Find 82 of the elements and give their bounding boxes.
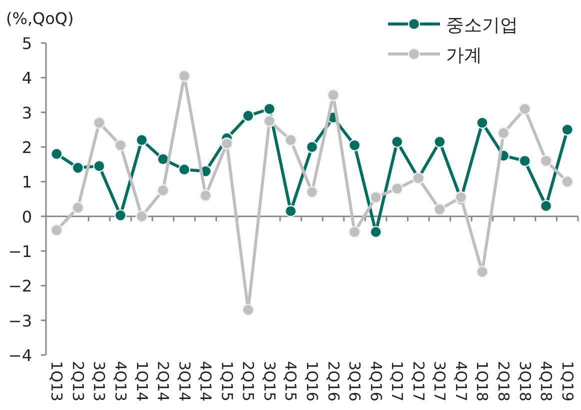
point: [518, 154, 531, 167]
x-tick-label: 4Q16: [366, 361, 385, 402]
x-tick-label: 1Q13: [48, 361, 66, 402]
point: [540, 154, 552, 167]
point: [114, 209, 127, 222]
x-tick-label: 3Q16: [346, 361, 364, 402]
point: [72, 202, 84, 214]
point: [50, 148, 63, 160]
point: [306, 186, 318, 198]
point: [370, 191, 382, 204]
point: [391, 136, 404, 148]
y-tick-label: −2: [8, 276, 32, 296]
legend-item: 가계: [388, 45, 482, 66]
point: [540, 200, 552, 212]
point: [284, 205, 297, 218]
x-tick-label: 2Q17: [409, 361, 428, 402]
point: [156, 153, 170, 166]
x-tick-label: 2Q14: [154, 361, 172, 402]
point: [156, 184, 170, 196]
point: [178, 163, 190, 176]
y-tick-label: 3: [22, 103, 32, 122]
y-tick-label: −3: [8, 311, 32, 330]
x-tick-label: 1Q17: [388, 361, 406, 402]
point: [476, 116, 488, 129]
y-tick-label: −1: [8, 242, 32, 261]
point: [306, 140, 318, 154]
x-tick-label: 4Q17: [452, 361, 470, 402]
legend-item: 중소기업: [388, 15, 518, 36]
x-tick-label: 3Q14: [175, 361, 194, 402]
y-tick-label: 1: [22, 172, 32, 192]
point: [561, 176, 574, 188]
point: [476, 266, 488, 278]
point: [518, 102, 531, 115]
y-axis-title: (%,QoQ): [6, 9, 74, 28]
point: [348, 139, 361, 152]
point: [561, 124, 574, 136]
y-tick-label: 2: [22, 138, 32, 157]
point: [242, 304, 254, 316]
legend-label: 중소기업: [446, 15, 518, 36]
y-tick-label: 4: [22, 68, 32, 88]
point: [434, 203, 446, 216]
point: [370, 226, 382, 238]
point: [391, 182, 404, 195]
point: [136, 210, 148, 222]
x-tick-label: 4Q14: [196, 361, 215, 402]
x-tick-label: 3Q18: [516, 361, 534, 402]
point: [220, 137, 233, 150]
point: [263, 102, 276, 115]
point: [200, 189, 212, 202]
x-tick-label: 4Q18: [537, 361, 556, 402]
x-tick-label: 1Q18: [473, 361, 492, 402]
point: [136, 134, 148, 146]
x-tick-label: 1Q19: [558, 361, 576, 402]
y-tick-label: −4: [8, 346, 32, 365]
x-tick-label: 1Q15: [218, 361, 236, 402]
point: [242, 110, 254, 122]
point: [263, 114, 276, 128]
x-tick-label: 3Q17: [430, 361, 449, 402]
point: [348, 226, 361, 238]
x-tick-label: 2Q16: [324, 361, 342, 402]
x-tick-label: 2Q15: [239, 361, 258, 402]
point: [50, 224, 63, 236]
point: [178, 70, 190, 82]
x-tick-label: 3Q15: [260, 361, 278, 402]
x-tick-label: 4Q15: [282, 361, 300, 402]
point: [284, 134, 297, 146]
x-tick-label: 3Q13: [90, 361, 108, 402]
x-tick-label: 1Q14: [132, 361, 151, 402]
point: [93, 160, 106, 172]
x-tick-label: 2Q13: [68, 361, 87, 402]
x-tick-label: 1Q16: [303, 361, 321, 402]
point: [93, 116, 106, 129]
point: [72, 162, 84, 174]
y-tick-label: 0: [22, 207, 32, 226]
point: [434, 136, 446, 148]
point: [497, 127, 510, 140]
x-tick-label: 2Q18: [494, 361, 513, 402]
y-tick-label: 5: [22, 34, 32, 53]
point: [114, 139, 127, 152]
x-tick-label: 4Q13: [111, 361, 130, 402]
point: [327, 88, 340, 102]
legend-label: 가계: [446, 45, 482, 66]
